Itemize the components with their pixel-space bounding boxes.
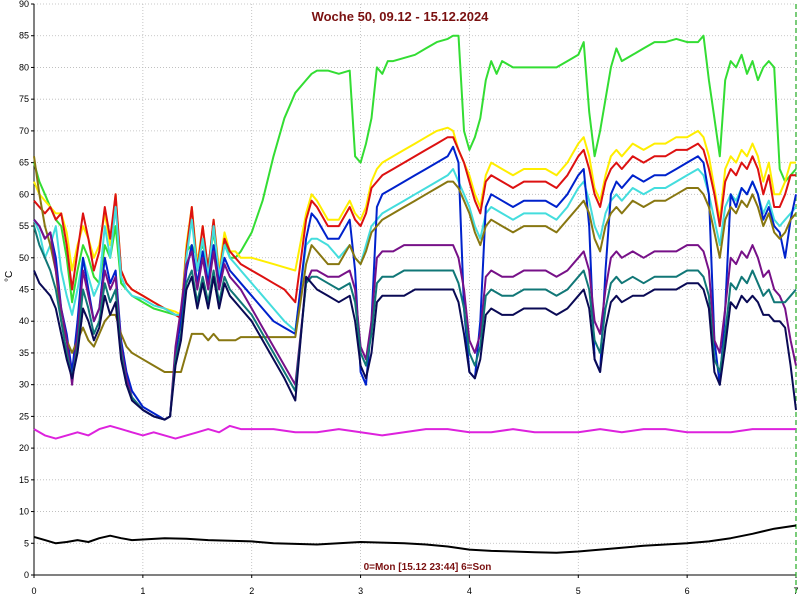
y-tick-label: 15 — [19, 475, 29, 485]
y-tick-label: 75 — [19, 94, 29, 104]
series-line-4 — [33, 145, 797, 421]
x-tick-label: 1 — [140, 586, 145, 596]
y-tick-label: 0 — [24, 570, 29, 580]
y-tick-label: 30 — [19, 380, 29, 390]
chart-title: Woche 50, 09.12 - 15.12.2024 — [311, 9, 489, 24]
y-tick-label: 60 — [19, 189, 29, 199]
x-tick-label: 4 — [467, 586, 472, 596]
y-tick-label: 5 — [24, 538, 29, 548]
grid-layer — [34, 3, 796, 576]
y-tick-label: 40 — [19, 316, 29, 326]
series-line-3 — [33, 168, 797, 332]
y-tick-label: 10 — [19, 507, 29, 517]
y-tick-label: 85 — [19, 31, 29, 41]
chart-ylabel: °C — [4, 270, 15, 282]
x-tick-label: 6 — [685, 586, 690, 596]
y-tick-label: 70 — [19, 126, 29, 136]
y-tick-label: 35 — [19, 348, 29, 358]
y-tick-label: 20 — [19, 443, 29, 453]
series-line-9 — [33, 424, 796, 440]
y-tick-label: 45 — [19, 285, 29, 295]
series-line-5 — [33, 156, 797, 373]
y-tick-label: 25 — [19, 411, 29, 421]
x-tick-label: 5 — [576, 586, 581, 596]
series-line-2 — [33, 136, 796, 320]
x-tick-label: 3 — [358, 586, 363, 596]
series-line-8 — [33, 270, 797, 421]
y-tick-label: 90 — [19, 0, 29, 9]
chart-xlabel: 0=Mon [15.12 23:44] 6=Son — [363, 562, 492, 573]
y-tick-label: 55 — [19, 221, 29, 231]
series-layer — [33, 34, 797, 554]
series-line-10 — [33, 524, 797, 554]
x-tick-label: 2 — [249, 586, 254, 596]
y-tick-label: 50 — [19, 253, 29, 263]
y-tick-label: 65 — [19, 158, 29, 168]
x-tick-label: 0 — [31, 586, 36, 596]
y-tick-label: 80 — [19, 62, 29, 72]
